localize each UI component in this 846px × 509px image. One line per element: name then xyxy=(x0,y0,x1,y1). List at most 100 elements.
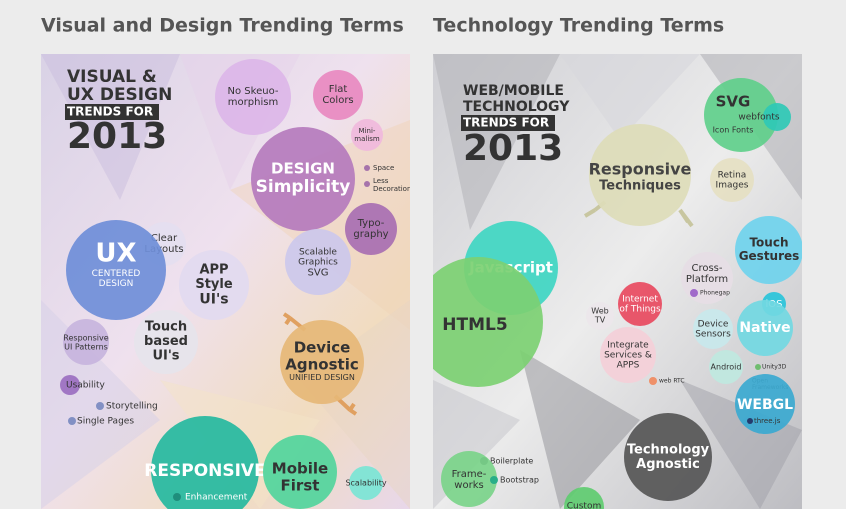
bubble-label: Custom xyxy=(567,502,601,509)
bubble-label: Device xyxy=(698,320,729,330)
bubble-label: graphy xyxy=(353,229,388,240)
bubble-label: APP xyxy=(199,263,228,278)
panel-heading: Visual and Design Trending Terms xyxy=(41,15,404,37)
bubble-label: UI's xyxy=(152,349,179,364)
bubble-label: webfonts xyxy=(738,113,780,123)
bubble xyxy=(63,319,109,365)
bubble xyxy=(349,466,383,500)
bubble-label: DESIGN xyxy=(99,279,134,289)
bubble xyxy=(263,435,337,509)
bubble xyxy=(649,377,657,385)
bubble-label: Single Pages xyxy=(77,417,134,427)
bubble-label: Agnostic xyxy=(285,355,358,373)
bubble-label: Typo- xyxy=(357,218,385,229)
bubble xyxy=(755,364,761,370)
bubble xyxy=(364,165,370,171)
bubble-label: DESIGN xyxy=(271,160,335,178)
bubble-label: Android xyxy=(711,363,742,372)
bubble-label: Phonegap xyxy=(700,290,730,297)
bubble-label: Unity3D xyxy=(762,364,787,371)
bubble-label: Gestures xyxy=(739,249,800,263)
bubble xyxy=(710,158,754,202)
bubble-label: Less xyxy=(373,177,389,185)
bubble xyxy=(735,216,802,284)
bubble-label: Sensors xyxy=(695,330,731,340)
poster-title: WEB/MOBILE xyxy=(463,83,564,99)
bubble-label: Touch xyxy=(749,236,788,250)
bubble xyxy=(586,302,614,330)
bubble-label: Flat xyxy=(329,84,348,95)
bubble xyxy=(690,289,698,297)
bubble xyxy=(313,70,363,120)
bubble-label: Responsive xyxy=(63,334,108,343)
bubble xyxy=(737,300,793,356)
bubble-label: HTML5 xyxy=(442,315,507,335)
poster-title: TECHNOLOGY xyxy=(463,99,570,115)
bubble xyxy=(285,229,351,295)
bubble xyxy=(564,487,604,509)
bubble-label: Clear xyxy=(151,233,178,244)
bubble-label: Style xyxy=(195,277,233,292)
poster-title: UX DESIGN xyxy=(67,85,172,105)
bubble xyxy=(747,418,753,424)
bubble xyxy=(351,119,383,151)
bubble xyxy=(173,493,181,501)
bubble-label: Cross- xyxy=(691,263,722,274)
bubble xyxy=(441,451,497,507)
bubble xyxy=(618,282,662,326)
bubble-label: Enhancement xyxy=(185,493,248,503)
bubble xyxy=(433,257,543,387)
bubble-label: Retina xyxy=(718,171,747,181)
title-bar xyxy=(65,104,159,120)
poster-title: TRENDS FOR xyxy=(67,105,153,119)
bubble-label: Internet xyxy=(622,295,658,305)
bubble xyxy=(251,127,355,231)
bubble-label: Technology xyxy=(627,443,710,458)
bubble xyxy=(693,309,733,349)
bubble-label: SVG xyxy=(716,93,751,111)
bubble xyxy=(66,220,166,320)
bubble-label: Storytelling xyxy=(106,402,158,412)
bubble-label: Integrate xyxy=(607,341,649,351)
bubble-label: Techniques xyxy=(599,179,681,194)
bubble-label: Colors xyxy=(322,95,353,106)
bubble-label: Platform xyxy=(686,274,728,285)
bubble-label: based xyxy=(144,334,188,349)
bubble xyxy=(179,250,249,320)
bubble-label: Scalability xyxy=(345,479,386,488)
bubble-label: Simplicity xyxy=(256,177,351,197)
bubble-label: Layouts xyxy=(144,244,183,255)
bubble xyxy=(704,78,778,152)
bubble-label: Space xyxy=(373,164,394,172)
bubble xyxy=(364,181,370,187)
bubble-label: Graphics xyxy=(298,258,338,268)
bubble-label: three.js xyxy=(754,417,781,425)
bubble-label: web RTC xyxy=(659,378,685,385)
bubble xyxy=(134,310,198,374)
bubble-label: Decoration xyxy=(373,185,411,193)
bubble-label: TV xyxy=(594,315,606,324)
bubble-label: Agnostic xyxy=(636,457,700,472)
bubble-label: Boilerplate xyxy=(490,457,533,466)
bubble-label: malism xyxy=(354,135,380,143)
bubble-label: Native xyxy=(739,320,790,336)
bubble-label: Bootstrap xyxy=(500,476,539,485)
bubble-label: works xyxy=(454,480,483,491)
bubble-label: Mobile xyxy=(272,460,328,478)
bubble-label: of Things xyxy=(619,305,661,315)
bubble-label: UNIFIED DESIGN xyxy=(289,373,355,382)
bubble xyxy=(215,59,291,135)
bubble-label: Frame- xyxy=(452,469,487,480)
bubble xyxy=(763,103,791,131)
bubble-label: Touch xyxy=(145,320,187,335)
bubble-label: WEBGL xyxy=(737,397,793,413)
bubble-label: SVG xyxy=(308,268,329,279)
poster-title: TRENDS FOR xyxy=(463,116,549,130)
panel-heading: Technology Trending Terms xyxy=(433,15,724,37)
bubble-label: morphism xyxy=(228,97,278,108)
bubble xyxy=(709,350,743,384)
bubble-label: Scalable xyxy=(299,248,337,258)
bubble-label: Images xyxy=(716,181,749,191)
bubble-label: UI Patterns xyxy=(64,342,108,351)
